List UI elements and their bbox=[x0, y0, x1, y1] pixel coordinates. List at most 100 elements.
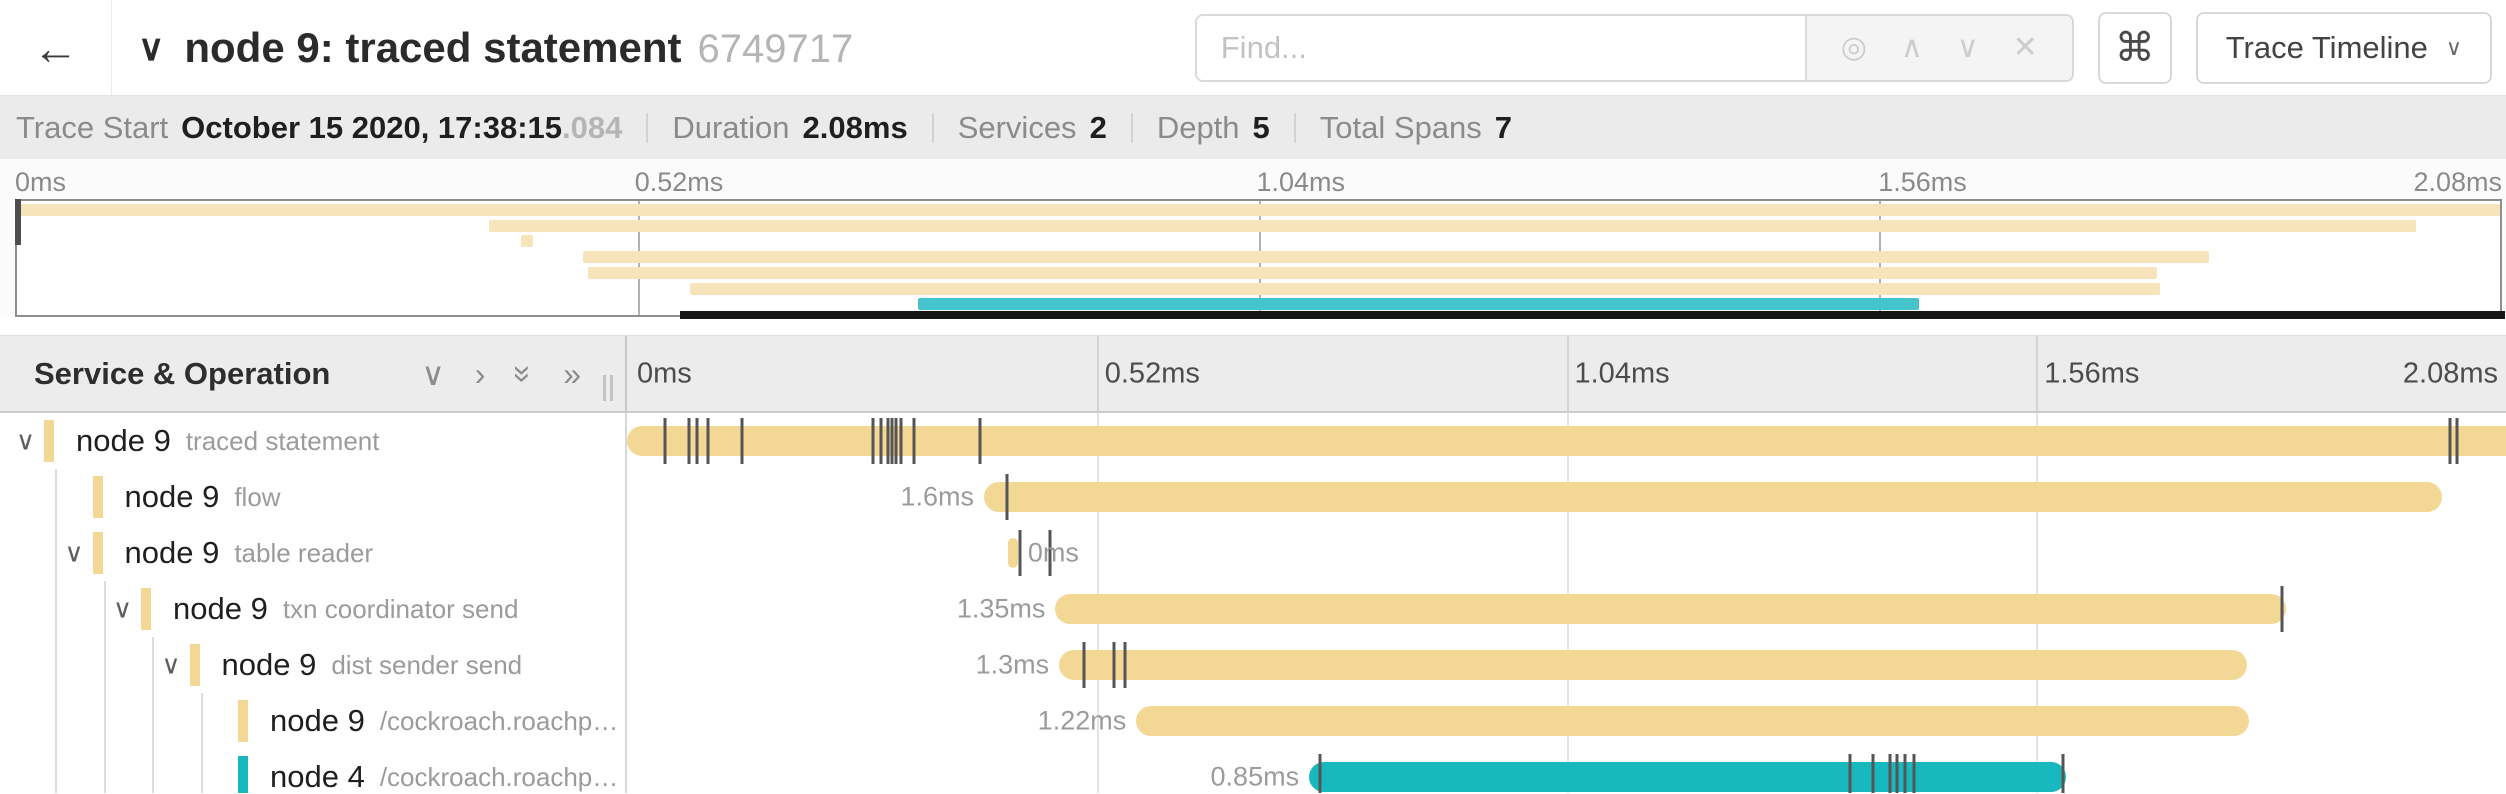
keyboard-shortcuts-button[interactable]: ⌘ bbox=[2097, 11, 2172, 84]
span-event-tick bbox=[1888, 754, 1892, 793]
service-color-block bbox=[92, 532, 103, 574]
span-bar[interactable] bbox=[627, 426, 2506, 456]
minimap-rows bbox=[17, 201, 2500, 315]
span-row-tree-cell: node 9/cockroach.roachpb.I… bbox=[0, 693, 627, 749]
tree-indent-guide bbox=[103, 581, 106, 637]
minimap-span-row bbox=[17, 282, 2500, 298]
span-row[interactable]: ∨ node 9 dist sender send 1.3ms bbox=[0, 637, 2506, 693]
span-event-tick bbox=[886, 418, 890, 464]
span-event-tick bbox=[2280, 586, 2284, 632]
minimap-left-scrubber-handle[interactable] bbox=[15, 199, 21, 245]
span-event-tick bbox=[740, 418, 744, 464]
tree-collapse-chevron-icon[interactable]: ∨ bbox=[16, 425, 36, 456]
span-name-wrap[interactable]: node 9 table reader bbox=[92, 532, 622, 574]
minimap-span-row bbox=[17, 266, 2500, 282]
view-selector-button[interactable]: Trace Timeline ∨ bbox=[2195, 11, 2492, 84]
span-row[interactable]: node 9 flow 1.6ms bbox=[0, 469, 2506, 525]
span-row[interactable]: ∨ node 9 table reader 0ms bbox=[0, 525, 2506, 581]
prev-match-chevron-up-icon[interactable]: ∧ bbox=[1900, 31, 1923, 64]
app-header: ← ∨ node 9: traced statement 6749717 ◎ ∧… bbox=[0, 0, 2506, 96]
span-event-tick bbox=[871, 418, 875, 464]
span-event-tick bbox=[1903, 754, 1907, 793]
tree-indent-guide bbox=[55, 693, 57, 749]
span-row[interactable]: ∨ node 9 traced statement bbox=[0, 413, 2506, 469]
tree-indent-guide bbox=[200, 693, 203, 749]
span-rows: ∨ node 9 traced statement node 9 flow 1.6ms ∨ n… bbox=[0, 413, 2506, 793]
tree-indent-guide bbox=[55, 469, 57, 525]
collapse-all-double-chevron-down-icon[interactable]: » bbox=[506, 364, 543, 383]
tree-controls: ∨ › » » bbox=[421, 358, 581, 390]
collapse-one-chevron-down-icon[interactable]: ∨ bbox=[421, 355, 445, 392]
span-row-tree-cell: ∨ node 9 txn coordinator send bbox=[0, 581, 627, 637]
span-name-wrap[interactable]: node 9 txn coordinator send bbox=[141, 588, 621, 630]
find-tools: ◎ ∧ ∨ ✕ bbox=[1804, 15, 2072, 80]
span-row-timeline-cell: 0.85ms bbox=[627, 749, 2506, 793]
span-event-tick bbox=[1005, 474, 1009, 520]
summary-label: Total Spans bbox=[1319, 109, 1482, 145]
tree-collapse-chevron-icon[interactable]: ∨ bbox=[64, 537, 84, 568]
title-collapse-chevron-icon[interactable]: ∨ bbox=[138, 26, 165, 68]
minimap-span-bar bbox=[488, 219, 2416, 232]
column-resizer-grip[interactable] bbox=[603, 375, 613, 401]
clear-find-close-icon[interactable]: ✕ bbox=[2012, 31, 2038, 64]
span-row-timeline-cell bbox=[627, 413, 2506, 469]
find-input[interactable] bbox=[1196, 15, 1805, 80]
tree-indent-guide bbox=[55, 749, 57, 793]
span-duration-label: 0.85ms bbox=[1210, 761, 1300, 792]
span-duration-label: 1.22ms bbox=[1037, 705, 1127, 736]
chevron-down-icon: ∨ bbox=[2445, 34, 2462, 60]
span-event-tick bbox=[912, 418, 916, 464]
service-name: node 9 bbox=[221, 647, 317, 682]
summary-value-suffix: .084 bbox=[562, 109, 623, 145]
axis-tick: 1.56ms bbox=[2044, 357, 2140, 389]
span-name-wrap[interactable]: node 9 traced statement bbox=[44, 420, 621, 462]
span-row-timeline-cell: 1.6ms bbox=[627, 469, 2506, 525]
expand-all-double-chevron-right-icon[interactable]: » bbox=[563, 355, 581, 392]
span-event-tick bbox=[2061, 754, 2065, 793]
next-match-chevron-down-icon[interactable]: ∨ bbox=[1956, 31, 1979, 64]
tree-collapse-chevron-icon[interactable]: ∨ bbox=[161, 649, 181, 680]
span-name-wrap[interactable]: node 9 flow bbox=[92, 476, 622, 518]
trace-minimap: 0ms 0.52ms 1.04ms 1.56ms 2.08ms bbox=[0, 159, 2506, 319]
axis-gridline bbox=[2036, 336, 2039, 411]
span-name-wrap[interactable]: node 4/cockroach.roachpb.I… bbox=[238, 756, 621, 793]
service-color-block bbox=[238, 700, 248, 742]
minimap-tick: 1.56ms bbox=[1878, 167, 1967, 197]
summary-label: Trace Start bbox=[16, 109, 169, 145]
view-selector-label: Trace Timeline bbox=[2225, 29, 2428, 65]
operation-name: txn coordinator send bbox=[282, 593, 519, 624]
tree-indent-guide bbox=[103, 693, 106, 749]
span-bar[interactable] bbox=[1136, 706, 2249, 736]
summary-value: 2 bbox=[1089, 109, 1107, 145]
span-event-tick bbox=[1018, 530, 1022, 576]
span-row-timeline-cell: 1.3ms bbox=[627, 637, 2506, 693]
span-event-tick bbox=[2455, 418, 2459, 464]
span-bar[interactable] bbox=[1008, 538, 1018, 568]
axis-tick: 0ms bbox=[637, 357, 692, 389]
span-name-wrap[interactable]: node 9 dist sender send bbox=[189, 644, 622, 686]
target-icon[interactable]: ◎ bbox=[1840, 31, 1867, 64]
service-color-block bbox=[238, 756, 248, 793]
span-bar[interactable] bbox=[1055, 594, 2287, 624]
minimap-span-row bbox=[17, 203, 2500, 219]
minimap-range-bar[interactable] bbox=[679, 311, 2505, 319]
span-row[interactable]: node 9/cockroach.roachpb.I… 1.22ms bbox=[0, 693, 2506, 749]
tree-collapse-chevron-icon[interactable]: ∨ bbox=[113, 593, 133, 624]
minimap-canvas[interactable] bbox=[15, 199, 2505, 319]
minimap-span-row bbox=[17, 297, 2500, 313]
span-row[interactable]: node 4/cockroach.roachpb.I… 0.85ms bbox=[0, 749, 2506, 793]
back-button[interactable]: ← bbox=[0, 0, 112, 95]
span-bar[interactable] bbox=[1059, 650, 2247, 680]
service-name: node 9 bbox=[124, 535, 220, 570]
minimap-tick: 2.08ms bbox=[2413, 167, 2502, 197]
span-name-wrap[interactable]: node 9/cockroach.roachpb.I… bbox=[238, 700, 621, 742]
operation-name: /cockroach.roachpb.I… bbox=[379, 761, 621, 792]
minimap-tick: 1.04ms bbox=[1256, 167, 1346, 197]
span-event-tick bbox=[1912, 754, 1916, 793]
span-row[interactable]: ∨ node 9 txn coordinator send 1.35ms bbox=[0, 581, 2506, 637]
expand-one-chevron-right-icon[interactable]: › bbox=[474, 355, 486, 392]
minimap-span-bar bbox=[583, 251, 2210, 264]
summary-label: Duration bbox=[672, 109, 790, 145]
span-bar[interactable] bbox=[984, 482, 2443, 512]
span-bar[interactable] bbox=[1309, 762, 2067, 792]
